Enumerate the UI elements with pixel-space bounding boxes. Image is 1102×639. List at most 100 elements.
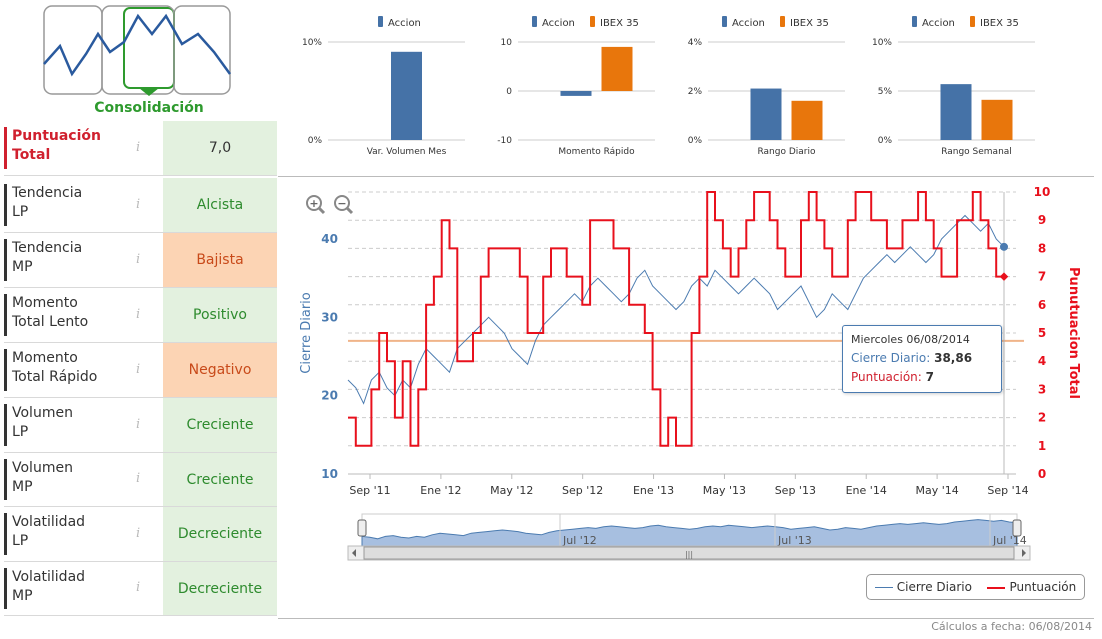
indicator-label: Tendencia LP bbox=[4, 184, 134, 226]
tooltip-date: Miercoles 06/08/2014 bbox=[851, 333, 970, 346]
right-tick-label: 10 bbox=[1034, 185, 1051, 199]
indicator-value: Positivo bbox=[163, 288, 277, 342]
indicator-row: Volatilidad LP i Decreciente bbox=[4, 507, 277, 562]
legend-label: IBEX 35 bbox=[790, 18, 829, 29]
main-chart[interactable]: + − 0 1 2 3 4 5 6 7 8 9 10 10 20 30 40 Cierre Diario Punut… bbox=[290, 178, 1100, 598]
bar-accion bbox=[391, 51, 422, 140]
legend-item-puntuacion[interactable]: Puntuación bbox=[987, 580, 1076, 594]
navigator-handle[interactable] bbox=[1012, 519, 1022, 537]
left-axis-title: Cierre Diario bbox=[299, 292, 314, 374]
legend-swatch bbox=[912, 16, 917, 27]
info-icon[interactable]: i bbox=[136, 306, 141, 322]
indicator-label: Puntuación Total bbox=[4, 127, 134, 169]
right-tick-label: 0 bbox=[1038, 467, 1046, 481]
indicator-label-line: Total Rápido bbox=[12, 369, 98, 385]
indicator-label-line: MP bbox=[12, 259, 33, 275]
indicator-label-line: MP bbox=[12, 588, 33, 604]
legend-swatch bbox=[532, 16, 537, 27]
chart-tooltip: Miercoles 06/08/2014 Cierre Diario: 38,8… bbox=[842, 325, 1002, 393]
indicator-label: Volatilidad MP bbox=[4, 568, 134, 609]
scrollbar-thumb[interactable] bbox=[363, 546, 1015, 560]
legend-swatch bbox=[378, 16, 383, 27]
right-tick-label: 6 bbox=[1038, 298, 1046, 312]
x-tick-label: May '14 bbox=[915, 484, 958, 497]
left-tick-label: 30 bbox=[321, 310, 338, 324]
x-category-label: Momento Rápido bbox=[558, 147, 635, 157]
tooltip-cierre-value: 38,86 bbox=[934, 351, 973, 365]
indicator-row: Momento Total Rápido i Negativo bbox=[4, 343, 277, 398]
scroll-left-icon[interactable] bbox=[352, 549, 356, 557]
navigator-label: Jul '13 bbox=[777, 534, 812, 547]
indicator-row: Volumen MP i Creciente bbox=[4, 453, 277, 507]
legend-label: Accion bbox=[732, 18, 765, 29]
info-icon[interactable]: i bbox=[136, 471, 141, 486]
x-tick-label: Sep '11 bbox=[349, 484, 390, 497]
indicator-value: Decreciente bbox=[163, 507, 277, 561]
left-tick-label: 40 bbox=[321, 232, 338, 246]
navigator-label: Jul '12 bbox=[562, 534, 597, 547]
divider bbox=[278, 176, 1094, 177]
series-puntuacion-line bbox=[348, 191, 1004, 447]
mini-chart-momento-rapido: Accion IBEX 35 10 0 -10 Momento Rápido bbox=[480, 10, 670, 160]
indicator-label-line: MP bbox=[12, 479, 33, 495]
right-tick-label: 9 bbox=[1038, 213, 1046, 227]
bar-accion bbox=[750, 88, 782, 140]
tooltip-punt-value: 7 bbox=[925, 370, 935, 384]
indicator-label: Tendencia MP bbox=[4, 239, 134, 281]
mini-chart-rango-semanal: Accion IBEX 35 10% 5% 0% Rango Semanal bbox=[860, 10, 1050, 160]
bar-accion bbox=[940, 84, 972, 140]
info-icon[interactable]: i bbox=[136, 361, 141, 377]
x-category-label: Rango Semanal bbox=[941, 147, 1012, 157]
consolidation-logo bbox=[42, 4, 232, 120]
indicator-value: Creciente bbox=[163, 453, 277, 506]
indicator-row: Tendencia LP i Alcista bbox=[4, 178, 277, 233]
x-tick-label: Ene '13 bbox=[633, 484, 674, 497]
indicator-row: Volumen LP i Creciente bbox=[4, 398, 277, 453]
tooltip-cierre-label: Cierre Diario: bbox=[851, 351, 931, 365]
indicator-value: 7,0 bbox=[163, 121, 277, 175]
chart-legend[interactable]: Cierre Diario Puntuación bbox=[866, 574, 1085, 600]
logo-label: Consolidación bbox=[94, 100, 204, 116]
y-tick-label: 0 bbox=[506, 87, 512, 97]
indicator-row: Volatilidad MP i Decreciente bbox=[4, 562, 277, 616]
marker-cierre bbox=[1000, 242, 1008, 251]
info-icon[interactable]: i bbox=[136, 251, 141, 267]
y-tick-label: 5% bbox=[878, 87, 893, 97]
right-tick-label: 1 bbox=[1038, 439, 1046, 453]
x-tick-label: Sep '14 bbox=[987, 484, 1028, 497]
marker-puntuacion bbox=[999, 272, 1009, 281]
info-icon[interactable]: i bbox=[136, 139, 141, 155]
indicator-label-line: Total bbox=[12, 147, 51, 163]
indicator-label-line: Volumen bbox=[12, 460, 73, 476]
indicator-label: Volumen MP bbox=[4, 459, 134, 500]
legend-swatch bbox=[722, 16, 727, 27]
legend-line-puntuacion bbox=[987, 586, 1006, 589]
y-tick-label: 0% bbox=[308, 136, 323, 146]
legend-line-cierre bbox=[874, 587, 893, 588]
scroll-right-icon[interactable] bbox=[1022, 549, 1026, 557]
right-tick-label: 2 bbox=[1038, 411, 1046, 425]
zoom-in-icon[interactable]: + bbox=[306, 195, 326, 215]
indicator-value: Bajista bbox=[163, 233, 277, 287]
zoom-out-icon[interactable]: − bbox=[334, 195, 354, 215]
legend-swatch bbox=[590, 16, 595, 27]
bar-accion bbox=[560, 91, 592, 96]
info-icon[interactable]: i bbox=[136, 416, 141, 432]
legend-label-cierre: Cierre Diario bbox=[896, 580, 972, 594]
indicator-label-line: Tendencia bbox=[12, 185, 83, 201]
info-icon[interactable]: i bbox=[136, 525, 141, 541]
legend-item-cierre[interactable]: Cierre Diario bbox=[874, 580, 972, 594]
indicator-label-line: LP bbox=[12, 424, 29, 440]
legend-label: Accion bbox=[542, 18, 575, 29]
y-tick-label: 10% bbox=[872, 38, 892, 48]
left-tick-label: 10 bbox=[321, 467, 338, 481]
legend-label-puntuacion: Puntuación bbox=[1009, 580, 1077, 594]
right-tick-label: 4 bbox=[1038, 354, 1046, 368]
info-icon[interactable]: i bbox=[136, 196, 141, 212]
tooltip-punt-label: Puntuación: bbox=[851, 370, 922, 384]
right-tick-label: 5 bbox=[1038, 326, 1046, 340]
info-icon[interactable]: i bbox=[136, 580, 141, 595]
navigator-series bbox=[361, 519, 1018, 547]
navigator-handle[interactable] bbox=[357, 519, 367, 537]
indicator-label-line: Momento bbox=[12, 295, 78, 311]
